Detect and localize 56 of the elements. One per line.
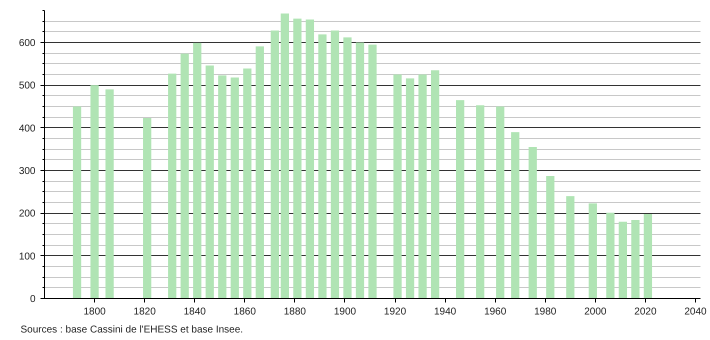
bar [318,34,327,298]
bar [168,74,176,298]
bar [606,212,614,298]
bar [368,44,377,298]
source-note: Sources : base Cassini de l'EHESS et base Insee. [20,324,244,336]
bar [218,75,226,298]
x-tick-label: 1960 [484,306,507,318]
y-tick-label: 500 [18,80,36,92]
bar [206,66,214,298]
bar [293,18,302,298]
bar [476,105,484,298]
bar [546,176,554,298]
x-tick-label: 1800 [83,306,106,318]
bar [306,19,314,298]
x-tick-label: 2040 [684,306,708,318]
bar [256,46,264,298]
bar [511,132,520,298]
x-tick-label: 1900 [334,306,357,318]
x-tick-label: 2020 [634,306,657,318]
x-tick-label: 2000 [584,306,607,318]
bar [588,203,597,298]
x-tick-label: 1920 [384,306,407,318]
bar [243,68,252,298]
bar [105,89,114,298]
bar [72,106,82,298]
y-tick-label: 0 [30,294,36,305]
bar [90,85,99,298]
bar [143,118,152,298]
x-tick-label: 1980 [534,306,557,318]
bar [618,222,628,298]
y-tick-label: 400 [18,123,36,134]
bar [193,42,202,298]
y-tick-label: 600 [18,38,36,49]
x-tick-label: 1840 [184,306,206,318]
bar [406,78,414,298]
bar [566,196,574,298]
bar [356,42,364,298]
bar [430,70,440,298]
bar [230,77,239,298]
y-tick-label: 300 [18,166,36,177]
bar [631,220,640,298]
y-tick-label: 100 [18,251,36,262]
bar [418,74,427,298]
bar [644,214,652,298]
bar [330,30,340,298]
bar [496,106,504,298]
x-tick-label: 1820 [134,306,156,318]
bar [393,74,402,298]
bar [456,100,464,298]
x-tick-label: 1940 [434,306,457,318]
bar [343,37,352,298]
bar [180,54,189,298]
x-tick-label: 1860 [234,306,256,318]
bar [528,147,537,298]
y-tick-label: 200 [18,208,36,220]
x-tick-label: 1880 [284,306,306,318]
